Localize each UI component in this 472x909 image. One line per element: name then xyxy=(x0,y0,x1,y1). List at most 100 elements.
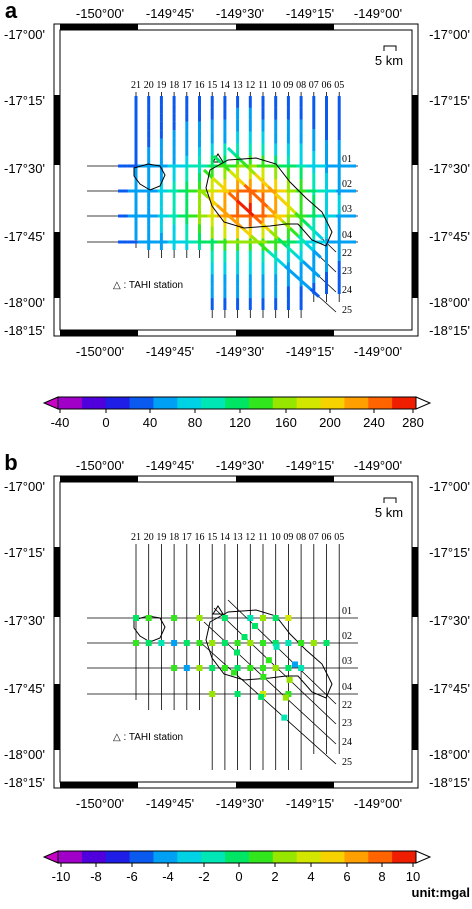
survey-line-id: 12 xyxy=(245,532,255,543)
colorbar-high-arrow xyxy=(415,396,432,410)
colorbar-swatch xyxy=(58,851,83,863)
right-tick-label: -17°00' xyxy=(429,479,470,494)
gravity-track-segment xyxy=(253,172,263,182)
gravity-track-segment xyxy=(292,272,304,283)
crossover-point xyxy=(171,615,178,621)
gravity-track-segment xyxy=(280,198,290,208)
crossover-point xyxy=(221,640,228,646)
frame-segment xyxy=(412,547,418,617)
gravity-track-segment xyxy=(281,220,292,230)
top-tick-label: -149°45' xyxy=(146,6,194,21)
gravity-track-segment xyxy=(312,249,322,259)
colorbar-swatch xyxy=(81,397,107,409)
survey-line-id: 06 xyxy=(322,80,332,91)
gravity-track-segment xyxy=(224,211,236,222)
gravity-track-segment xyxy=(249,234,261,245)
right-tick-label: -17°15' xyxy=(429,545,470,560)
gravity-track-segment xyxy=(300,280,312,291)
survey-line-id: 14 xyxy=(220,80,230,91)
crossover-point xyxy=(234,691,241,697)
survey-line-id: 08 xyxy=(296,80,306,91)
survey-line-id: 11 xyxy=(258,80,268,91)
crossover-point xyxy=(209,691,216,697)
gravity-track-segment xyxy=(244,207,255,217)
gravity-track-segment xyxy=(228,169,238,179)
right-tick-label: -17°30' xyxy=(429,161,470,176)
crossover-point xyxy=(133,615,139,621)
crossover-point xyxy=(298,640,305,646)
right-tick-label: -17°15' xyxy=(429,93,470,108)
crossover-point xyxy=(285,665,292,671)
survey-line-id: 07 xyxy=(309,532,319,543)
gravity-track-segment xyxy=(304,241,315,252)
colorbar-swatch xyxy=(392,851,417,863)
gravity-track-segment xyxy=(314,231,324,241)
crossover-point xyxy=(272,640,279,646)
colorbar-tick-label: 0 xyxy=(102,415,109,430)
crossover-point xyxy=(298,665,305,671)
coastline-tahiti xyxy=(205,157,333,247)
crossover-point xyxy=(286,676,293,683)
survey-line-id: 21 xyxy=(131,532,141,543)
bottom-tick-label: -149°45' xyxy=(146,796,194,811)
survey-line-diagonal xyxy=(227,599,337,705)
survey-line-id: 07 xyxy=(309,80,319,91)
gravity-track-segment xyxy=(301,218,311,228)
frame-segment xyxy=(60,476,138,482)
crossover-point xyxy=(285,615,292,621)
crossover-point xyxy=(291,661,298,668)
survey-line-id: 25 xyxy=(342,305,352,316)
right-tick-label: -17°30' xyxy=(429,613,470,628)
frame-segment xyxy=(60,330,138,336)
left-tick-label: -17°45' xyxy=(4,229,45,244)
crossover-point xyxy=(260,640,266,646)
frame-segment xyxy=(236,476,334,482)
right-tick-label: -17°00' xyxy=(429,27,470,42)
left-tick-label: -17°30' xyxy=(4,161,45,176)
colorbar-swatch xyxy=(296,851,321,863)
colorbar-swatch xyxy=(81,851,107,863)
left-tick-label: -17°45' xyxy=(4,681,45,696)
scale-bar-label: 5 km xyxy=(375,53,403,68)
survey-line-id: 16 xyxy=(195,532,205,543)
bottom-tick-label: -149°15' xyxy=(286,796,334,811)
crossover-point xyxy=(221,665,228,671)
survey-line-id: 09 xyxy=(283,80,293,91)
coastline-tahiti xyxy=(205,609,333,699)
colorbar-tick-label: -40 xyxy=(51,415,70,430)
survey-line-id: 15 xyxy=(207,532,217,543)
frame-segment xyxy=(412,684,418,750)
colorbar-swatch xyxy=(344,397,369,409)
colorbar-high-arrow xyxy=(415,850,432,864)
crossover-point xyxy=(196,665,203,671)
survey-line-id: 16 xyxy=(195,80,205,91)
survey-line-id: 01 xyxy=(342,606,352,617)
survey-line-id: 10 xyxy=(271,80,281,91)
gravity-track-segment xyxy=(268,229,280,240)
left-tick-label: -18°00' xyxy=(4,295,45,310)
survey-line-id: 01 xyxy=(342,154,352,165)
gravity-track-segment xyxy=(267,185,277,195)
crossover-point xyxy=(231,669,237,676)
left-tick-label: -18°15' xyxy=(4,323,45,338)
map-frame-outer xyxy=(53,475,419,789)
frame-segment xyxy=(412,232,418,298)
colorbar-unit: unit:mgal xyxy=(412,885,471,900)
colorbar-a: -40 0 40 80 120 160 200 240 280 xyxy=(42,396,432,430)
gravity-track-segment xyxy=(212,154,223,165)
crossover-point xyxy=(234,649,240,656)
gravity-track-segment xyxy=(260,179,270,189)
frame-segment xyxy=(54,547,60,617)
map-frame-outer xyxy=(53,23,419,337)
gravity-track-segment xyxy=(202,168,214,179)
scale-bar xyxy=(383,45,397,51)
colorbar-swatch xyxy=(320,851,345,863)
frame-segment xyxy=(60,24,138,30)
survey-line-id: 22 xyxy=(342,248,352,259)
crossover-point xyxy=(272,665,279,671)
top-tick-label: -149°30' xyxy=(216,6,264,21)
gravity-track-segment xyxy=(266,249,278,260)
colorbar-swatch xyxy=(129,397,154,409)
bottom-tick-label: -149°30' xyxy=(216,344,264,359)
